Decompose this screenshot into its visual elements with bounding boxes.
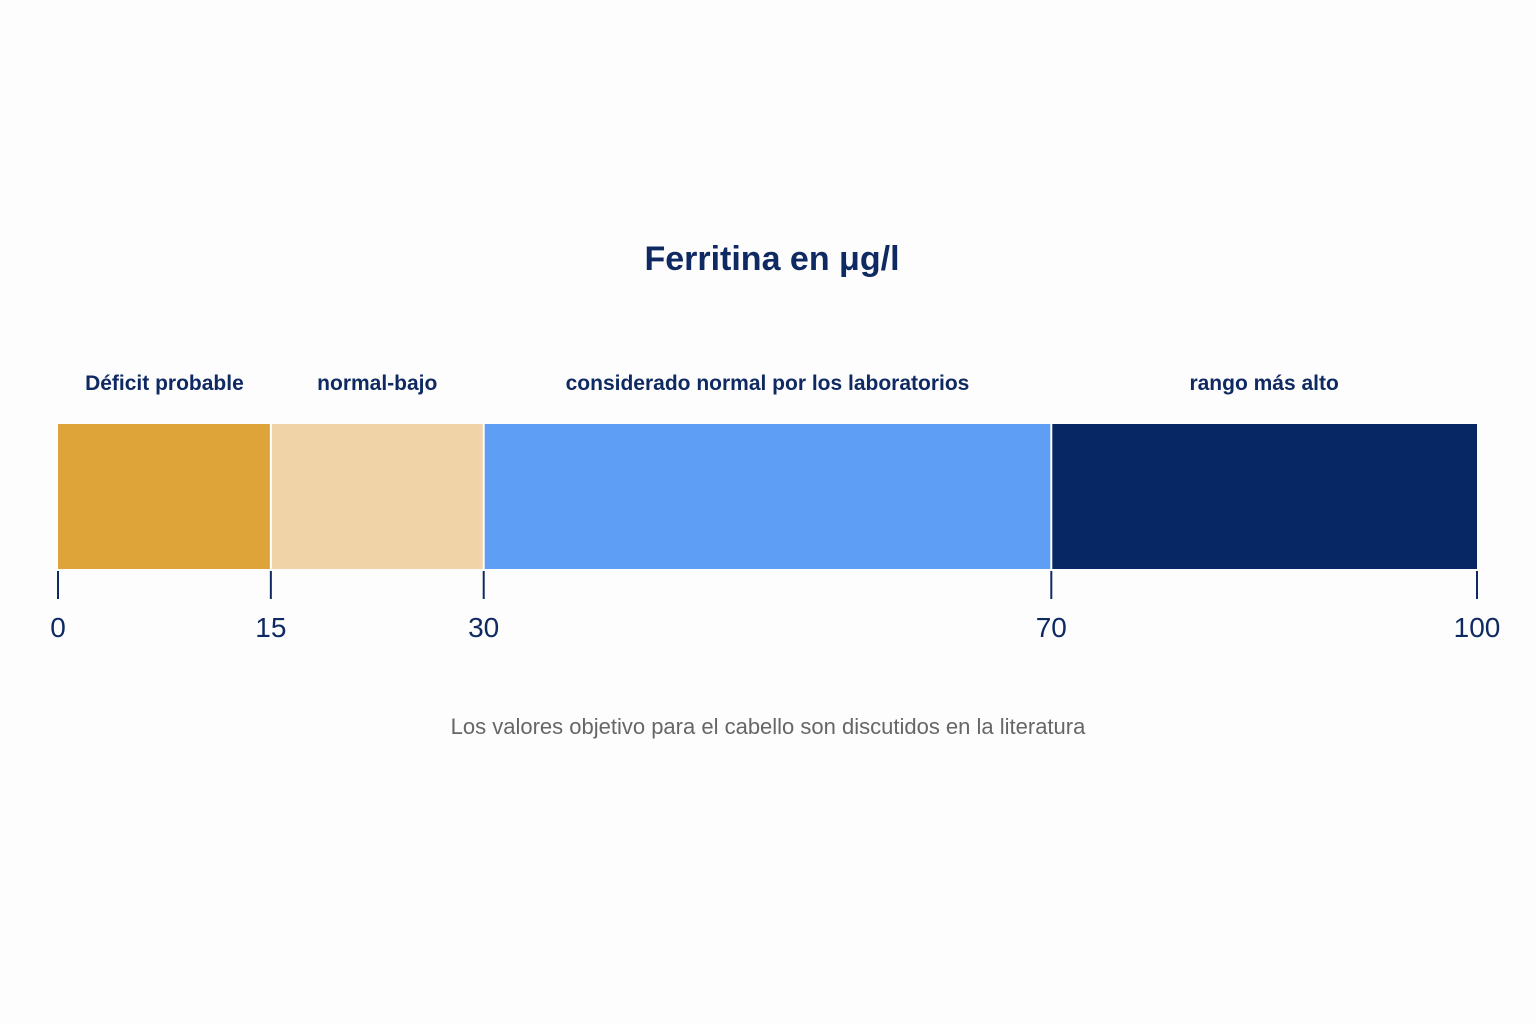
chart-title: Ferritina en μg/l — [644, 240, 900, 278]
tick-label-2: 30 — [468, 612, 499, 643]
tick-label-4: 100 — [1454, 612, 1501, 643]
tick-label-1: 15 — [255, 612, 286, 643]
chart-note: Los valores objetivo para el cabello son… — [450, 714, 1086, 739]
segment-bar-1 — [270, 424, 484, 569]
segment-bar-3 — [1051, 424, 1477, 569]
tick-label-3: 70 — [1036, 612, 1067, 643]
segment-label-3: rango más alto — [1189, 372, 1338, 395]
segment-bar-0 — [58, 424, 271, 569]
segment-label-2: considerado normal por los laboratorios — [566, 372, 970, 395]
tick-label-0: 0 — [50, 612, 66, 643]
segment-label-0: Déficit probable — [85, 372, 244, 395]
segment-bar-2 — [483, 424, 1052, 569]
segment-label-1: normal-bajo — [317, 372, 437, 395]
